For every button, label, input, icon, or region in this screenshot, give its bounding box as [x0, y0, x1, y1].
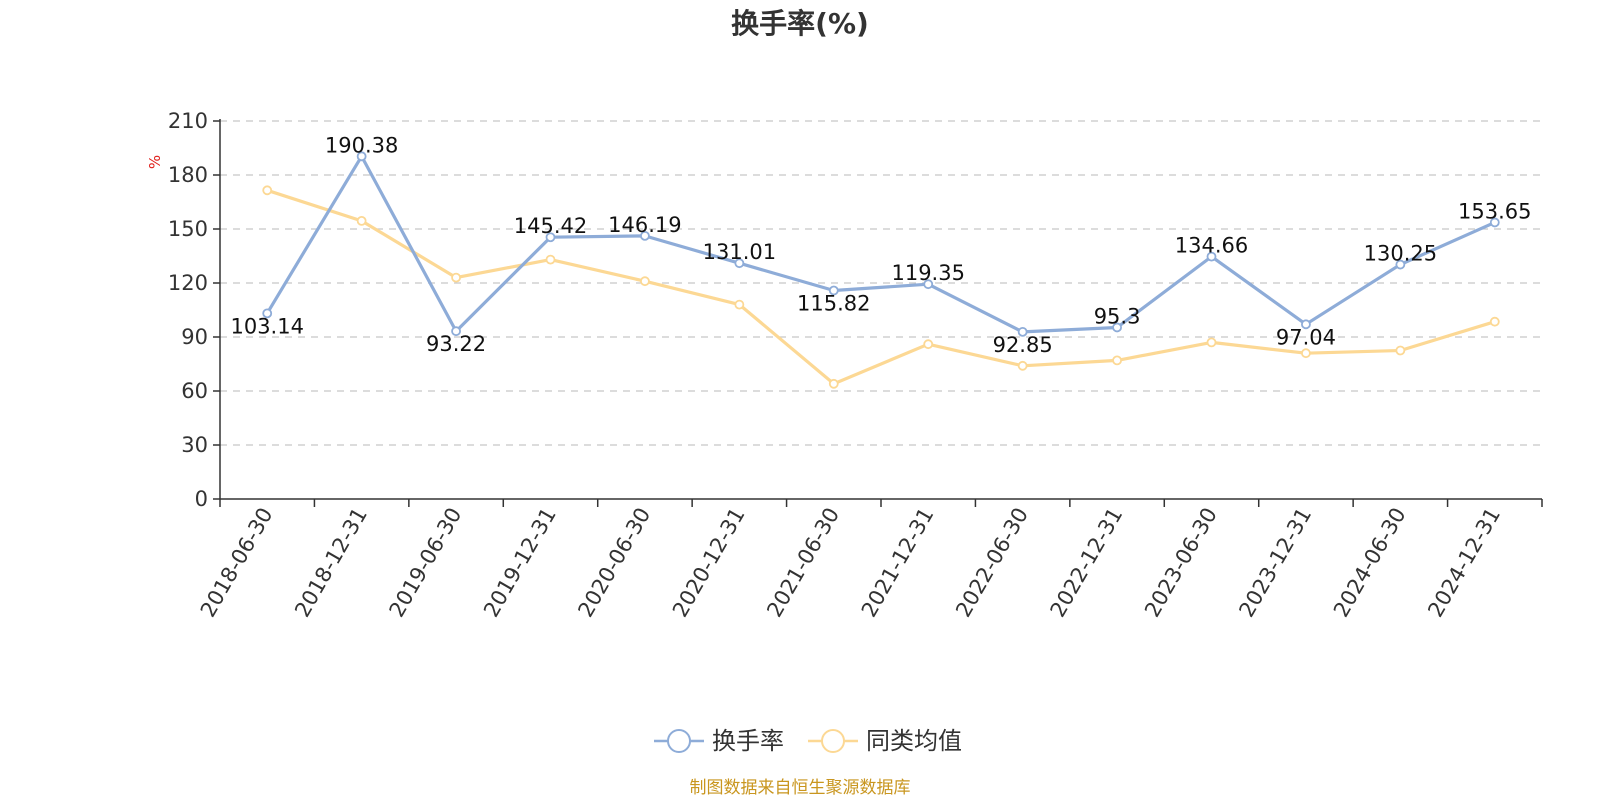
legend-item-0[interactable]: 换手率: [654, 727, 784, 755]
data-label: 115.82: [797, 292, 870, 316]
data-label: 153.65: [1458, 199, 1531, 223]
y-tick-label: 120: [168, 271, 208, 295]
data-point: [1395, 259, 1406, 270]
data-point: [1301, 319, 1311, 330]
data-point: [734, 299, 745, 310]
legend-label: 同类均值: [866, 727, 962, 755]
y-tick-label: 0: [195, 487, 208, 511]
y-tick-label: 60: [181, 379, 208, 403]
data-point: [451, 272, 461, 283]
x-tick-label: 2020-06-30: [573, 504, 655, 622]
data-point: [1301, 348, 1311, 359]
data-point: [828, 378, 839, 389]
legend-marker-icon: [667, 729, 691, 753]
series-line-1: [266, 188, 1496, 386]
data-label: 103.14: [230, 314, 303, 338]
x-tick-label: 2022-12-31: [1046, 504, 1128, 622]
x-tick-label: 2018-12-31: [290, 504, 372, 622]
data-label: 190.38: [325, 133, 398, 157]
y-axis-unit-label: %: [146, 155, 164, 169]
data-point: [451, 326, 461, 337]
data-point: [923, 279, 934, 290]
series-layer: [262, 151, 1500, 389]
data-label: 95.3: [1094, 304, 1141, 328]
data-point: [1206, 251, 1217, 262]
y-tick-label: 150: [168, 217, 208, 241]
data-point: [1112, 355, 1122, 366]
data-label: 146.19: [608, 213, 681, 237]
series-line-0: [265, 154, 1496, 334]
legend[interactable]: 换手率 同类均值: [654, 727, 962, 755]
data-point: [262, 185, 273, 196]
legend-label: 换手率: [712, 727, 784, 755]
data-label: 130.25: [1364, 242, 1437, 266]
legend-item-1[interactable]: 同类均值: [808, 727, 962, 755]
x-tick-label: 2022-06-30: [951, 504, 1033, 622]
data-point: [1206, 337, 1217, 348]
data-point: [1489, 217, 1500, 228]
chart-title: 换手率(%): [731, 7, 869, 40]
x-tick-label: 2024-06-30: [1329, 504, 1411, 622]
data-label: 97.04: [1276, 325, 1336, 349]
data-point: [545, 254, 556, 265]
x-tick-label: 2024-12-31: [1423, 504, 1505, 622]
x-tick-label: 2023-12-31: [1234, 504, 1316, 622]
data-point: [923, 339, 934, 350]
x-tick-label: 2021-12-31: [857, 504, 939, 622]
data-point: [545, 232, 556, 243]
data-point: [1395, 345, 1406, 356]
source-note: 制图数据来自恒生聚源数据库: [690, 778, 911, 798]
legend-marker-icon: [821, 729, 845, 753]
x-tick-label: 2021-06-30: [762, 504, 844, 622]
data-point: [262, 308, 273, 319]
y-tick-label: 180: [168, 163, 208, 187]
data-point: [1017, 360, 1028, 371]
y-tick-label: 90: [181, 325, 208, 349]
data-point: [1112, 322, 1122, 333]
data-label: 131.01: [703, 240, 776, 264]
y-tick-label: 30: [181, 433, 208, 457]
data-label: 134.66: [1175, 234, 1248, 258]
data-point: [1017, 326, 1028, 337]
x-tick-label: 2023-06-30: [1140, 504, 1222, 622]
data-labels: 103.14 190.38 93.22 145.42 146.19 131.01 115.8…: [230, 133, 1531, 357]
data-point: [1489, 316, 1500, 327]
data-point: [356, 215, 367, 226]
x-tick-label: 2019-12-31: [479, 504, 561, 622]
data-label: 145.42: [514, 214, 587, 238]
data-point: [640, 230, 650, 241]
grid-lines: [220, 120, 1542, 446]
data-point: [828, 285, 839, 296]
data-point: [356, 151, 367, 162]
y-tick-label: 210: [168, 109, 208, 133]
x-tick-label: 2020-12-31: [668, 504, 750, 622]
x-tick-label: 2019-06-30: [385, 504, 467, 622]
data-label: 93.22: [426, 332, 486, 356]
x-tick-label: 2018-06-30: [196, 504, 278, 622]
data-point: [734, 258, 745, 269]
data-point: [640, 276, 650, 287]
data-label: 119.35: [891, 261, 964, 285]
data-label: 92.85: [993, 333, 1053, 357]
